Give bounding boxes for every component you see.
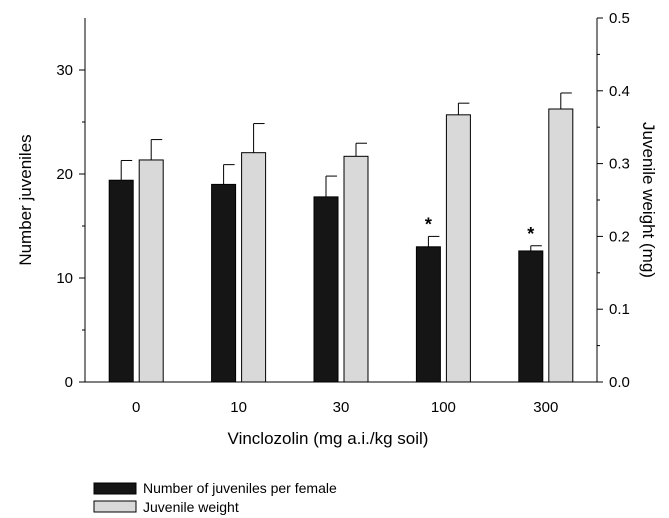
significance-marker: * (425, 214, 432, 234)
legend: Number of juveniles per female Juvenile … (93, 480, 337, 515)
bar-weight (138, 159, 164, 383)
y-right-tick-label: 0.5 (609, 10, 630, 27)
bar-juveniles (313, 196, 339, 383)
bar-juveniles (518, 250, 544, 383)
legend-swatch-weight (93, 500, 137, 513)
y-axis-label-right: Juvenile weight (mg) (639, 122, 658, 278)
y-left-tick-label: 0 (65, 374, 73, 391)
plot-area: * * (108, 92, 574, 383)
legend-label-juveniles: Number of juveniles per female (143, 480, 337, 496)
axes: 0 10 20 30 0.0 0.1 0.2 0.3 0.4 0.5 0 10 30 100 300 (56, 10, 630, 416)
bar-juveniles (211, 183, 237, 383)
legend-label-weight: Juvenile weight (143, 499, 239, 515)
x-tick-label: 10 (230, 399, 247, 416)
significance-marker: * (527, 224, 534, 244)
x-tick-label: 300 (533, 399, 558, 416)
x-tick-label: 0 (132, 399, 140, 416)
y-left-tick-label: 30 (56, 62, 73, 79)
bar-weight (445, 114, 471, 383)
bar-weight (343, 155, 369, 383)
legend-swatch-juveniles (93, 482, 137, 495)
y-right-tick-label: 0.2 (609, 228, 630, 245)
y-right-tick-label: 0.4 (609, 83, 630, 100)
bar-weight (241, 152, 267, 383)
y-right-tick-label: 0.1 (609, 301, 630, 318)
bar-weight (548, 108, 574, 383)
x-axis-label: Vinclozolin (mg a.i./kg soil) (228, 429, 429, 448)
y-left-tick-label: 10 (56, 270, 73, 287)
x-tick-label: 100 (431, 399, 456, 416)
bar-juveniles (415, 246, 441, 383)
x-tick-label: 30 (333, 399, 350, 416)
y-left-tick-label: 20 (56, 166, 73, 183)
y-right-tick-label: 0.3 (609, 156, 630, 173)
bar-juveniles (108, 179, 134, 383)
y-right-tick-label: 0.0 (609, 374, 630, 391)
y-axis-label-left: Number juveniles (16, 134, 35, 265)
